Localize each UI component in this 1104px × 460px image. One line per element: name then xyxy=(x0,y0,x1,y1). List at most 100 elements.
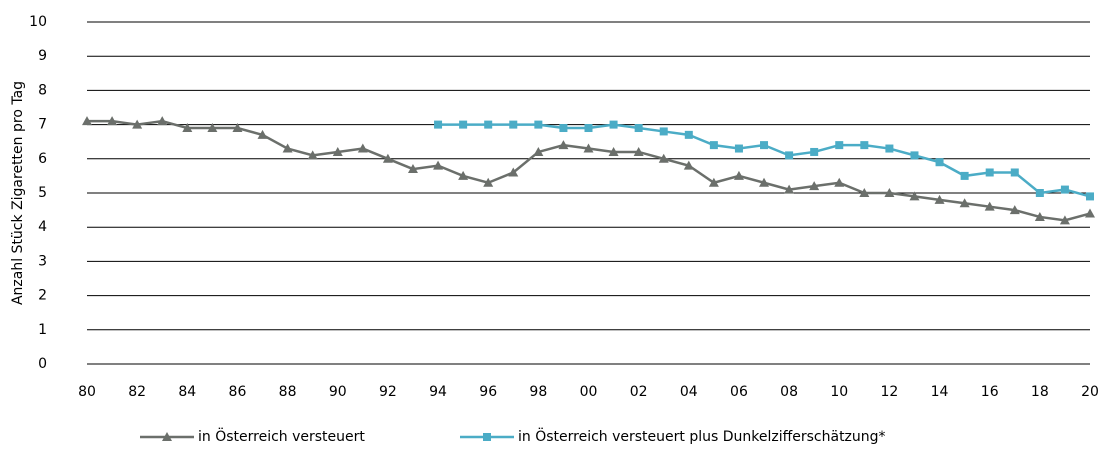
marker xyxy=(659,127,668,136)
x-tick-label: 92 xyxy=(379,384,397,400)
y-tick-label: 0 xyxy=(38,356,47,372)
marker xyxy=(433,160,444,170)
marker xyxy=(960,171,969,180)
marker xyxy=(1060,185,1069,194)
marker xyxy=(207,123,218,133)
marker xyxy=(734,144,743,153)
x-tick-label: 96 xyxy=(479,384,497,400)
marker xyxy=(157,116,168,126)
x-tick-label: 12 xyxy=(880,384,898,400)
x-tick-label: 80 xyxy=(78,384,96,400)
marker xyxy=(483,177,494,187)
marker xyxy=(182,123,193,133)
marker xyxy=(959,198,970,208)
marker xyxy=(484,120,493,129)
marker xyxy=(458,170,469,180)
marker xyxy=(583,143,594,153)
marker xyxy=(459,120,468,129)
marker xyxy=(634,124,643,133)
marker xyxy=(658,153,669,163)
y-tick-label: 5 xyxy=(38,185,47,201)
marker xyxy=(508,167,519,177)
marker xyxy=(483,433,491,441)
marker xyxy=(332,146,343,156)
marker xyxy=(684,130,693,139)
y-tick-label: 9 xyxy=(38,48,47,64)
marker xyxy=(132,119,143,129)
y-tick-label: 1 xyxy=(38,322,47,338)
marker xyxy=(785,151,794,160)
marker xyxy=(1035,189,1044,197)
y-tick-label: 8 xyxy=(38,82,47,98)
marker xyxy=(859,188,870,197)
marker xyxy=(257,129,268,139)
x-tick-label: 06 xyxy=(730,384,748,400)
y-tick-label: 6 xyxy=(38,151,47,167)
marker xyxy=(935,158,944,167)
marker xyxy=(232,123,243,133)
marker xyxy=(1009,205,1020,215)
marker xyxy=(683,160,694,170)
marker xyxy=(559,124,568,133)
marker xyxy=(860,141,869,150)
x-tick-label: 00 xyxy=(580,384,598,400)
marker xyxy=(909,191,920,201)
x-tick-label: 98 xyxy=(529,384,547,400)
marker xyxy=(382,153,393,163)
marker xyxy=(1034,211,1045,221)
y-tick-label: 3 xyxy=(38,253,47,269)
x-tick-label: 90 xyxy=(329,384,347,400)
marker xyxy=(834,177,845,187)
x-tick-label: 18 xyxy=(1031,384,1049,400)
x-tick-label: 20 xyxy=(1081,384,1099,400)
marker xyxy=(910,151,919,160)
marker xyxy=(608,146,619,156)
marker xyxy=(760,141,769,150)
marker xyxy=(708,177,719,187)
x-tick-label: 82 xyxy=(128,384,146,400)
marker xyxy=(534,120,543,129)
y-tick-label: 4 xyxy=(38,219,47,235)
marker xyxy=(1010,168,1019,177)
marker xyxy=(1086,192,1094,201)
y-axis-title: Anzahl Stück Zigaretten pro Tag xyxy=(10,81,26,305)
marker xyxy=(107,116,118,126)
y-tick-label: 10 xyxy=(29,14,47,30)
marker xyxy=(558,140,569,150)
y-tick-label: 2 xyxy=(38,288,47,304)
marker xyxy=(1059,215,1070,225)
marker xyxy=(759,177,770,187)
marker xyxy=(885,144,894,153)
marker xyxy=(307,150,318,160)
x-tick-label: 86 xyxy=(229,384,247,400)
marker xyxy=(282,143,293,153)
marker xyxy=(810,147,819,156)
marker xyxy=(884,188,895,197)
marker xyxy=(162,432,172,441)
x-tick-label: 94 xyxy=(429,384,447,400)
marker xyxy=(809,181,820,191)
marker xyxy=(984,201,995,211)
x-tick-label: 88 xyxy=(279,384,297,400)
legend-label: in Österreich versteuert xyxy=(198,427,365,445)
marker xyxy=(934,194,945,204)
marker xyxy=(1085,208,1095,218)
x-tick-label: 08 xyxy=(780,384,798,400)
legend-label: in Österreich versteuert plus Dunkelziff… xyxy=(518,427,886,445)
x-tick-label: 14 xyxy=(931,384,949,400)
marker xyxy=(709,141,718,150)
marker xyxy=(609,120,618,129)
marker xyxy=(784,184,795,194)
marker xyxy=(733,170,744,180)
y-tick-label: 7 xyxy=(38,117,47,133)
marker xyxy=(82,116,92,126)
marker xyxy=(509,120,518,129)
x-tick-label: 10 xyxy=(830,384,848,400)
x-tick-label: 02 xyxy=(630,384,648,400)
marker xyxy=(584,124,593,133)
marker xyxy=(434,120,443,129)
marker xyxy=(533,146,544,156)
marker xyxy=(835,141,844,150)
marker xyxy=(985,168,994,177)
